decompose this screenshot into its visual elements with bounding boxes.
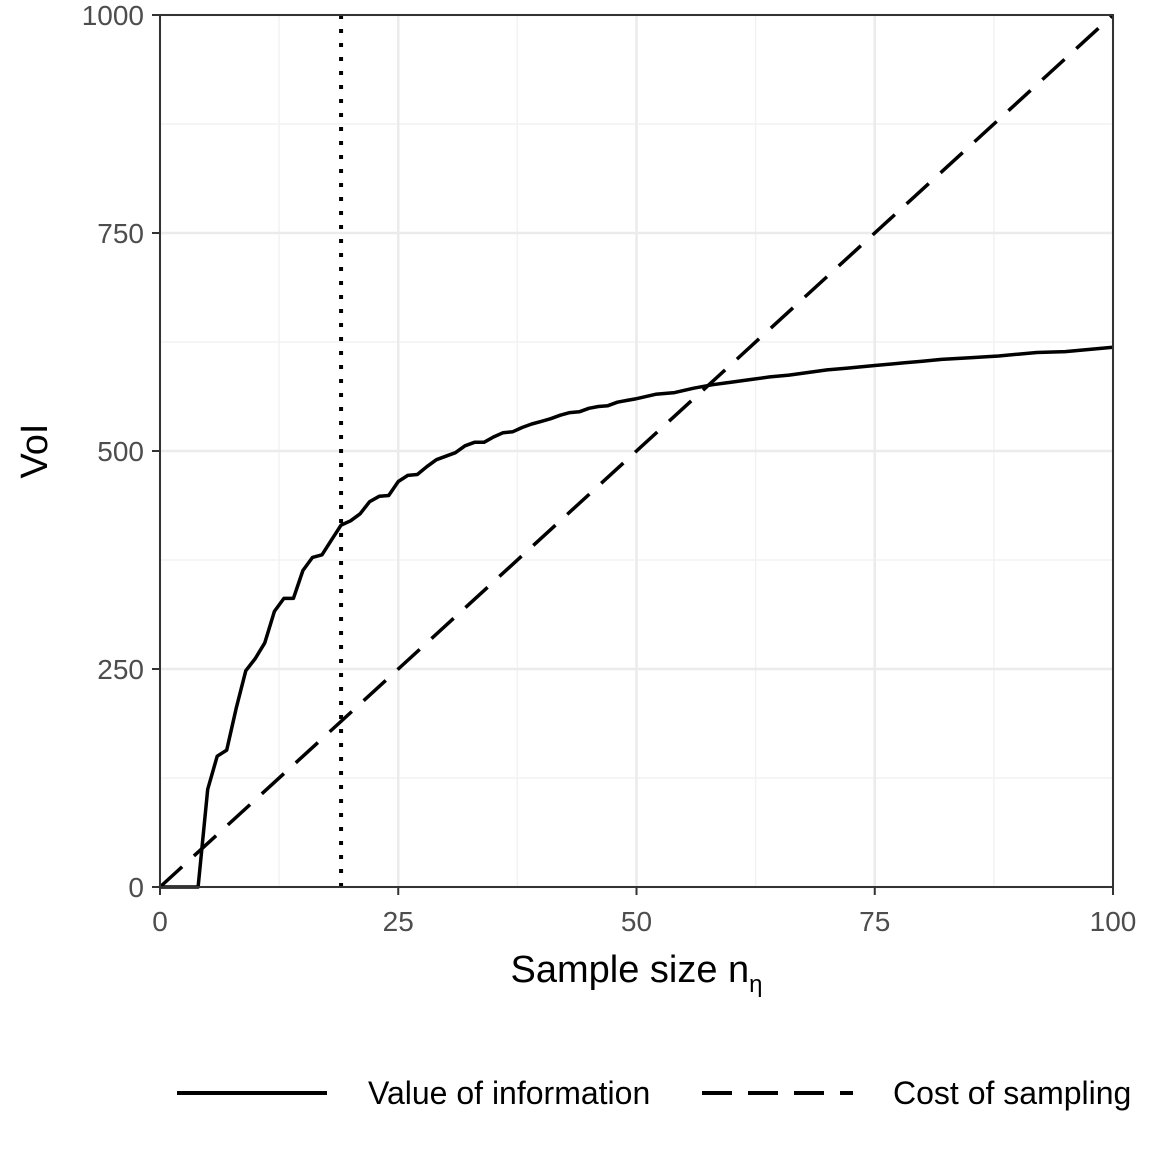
legend-label-cost-of-sampling: Cost of sampling [893, 1075, 1131, 1111]
y-axis-ticks: 0 250 500 750 1000 [82, 0, 160, 903]
y-tick-label: 250 [97, 654, 144, 685]
y-axis-title: VoI [14, 424, 56, 479]
x-tick-label: 75 [859, 906, 890, 937]
legend-label-value-of-information: Value of information [368, 1075, 650, 1111]
x-axis-ticks: 0 25 50 75 100 [152, 887, 1136, 937]
legend: Value of information Cost of sampling [177, 1075, 1131, 1111]
x-tick-label: 50 [621, 906, 652, 937]
x-axis-title-subscript: η [749, 971, 762, 998]
series-line-cost-of-sampling [158, 13, 1115, 889]
x-tick-label: 25 [383, 906, 414, 937]
y-tick-label: 500 [97, 436, 144, 467]
y-tick-label: 1000 [82, 0, 144, 31]
x-axis-title: Sample size nη [510, 949, 762, 998]
series-line-value-of-information [160, 345, 1114, 889]
x-axis-title-text: Sample size n [510, 949, 749, 991]
y-tick-label: 0 [128, 872, 144, 903]
x-tick-label: 0 [152, 906, 168, 937]
x-tick-label: 100 [1090, 906, 1137, 937]
series-layer [158, 13, 1115, 889]
y-tick-label: 750 [97, 218, 144, 249]
